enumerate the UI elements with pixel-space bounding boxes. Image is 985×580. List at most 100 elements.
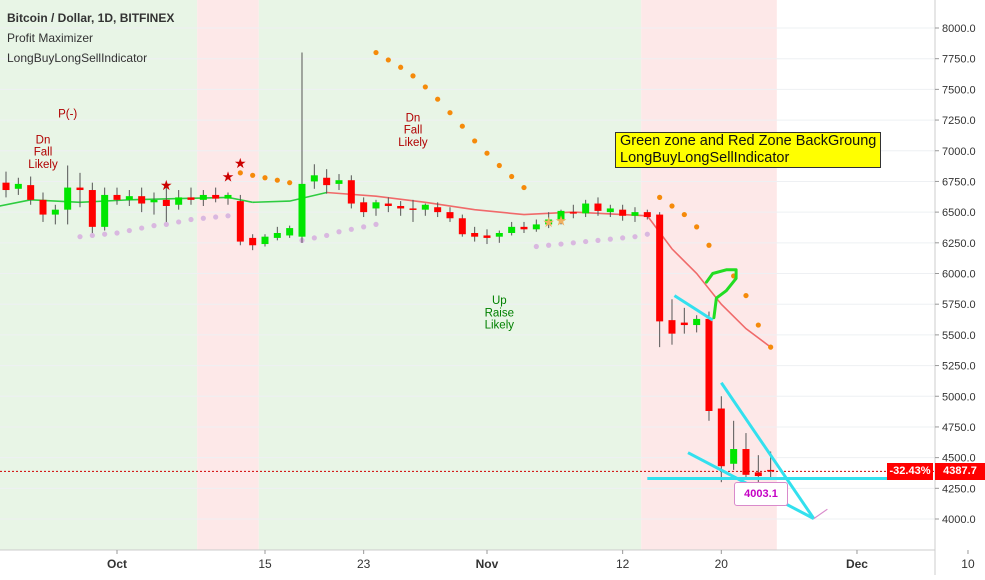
candle (88, 182, 96, 233)
orange-dot (669, 203, 675, 209)
time-axis: Oct 15 23 Nov 12 20 Dec 10 (0, 549, 975, 571)
candle (557, 209, 565, 225)
candle (162, 187, 170, 222)
candle (347, 175, 355, 209)
lilac-dot (102, 231, 108, 237)
star-marker: ★ (160, 177, 173, 193)
candle-body (175, 197, 183, 205)
y-tick-label: 7500.0 (942, 84, 976, 96)
y-tick-label: 8000.0 (942, 23, 976, 35)
candle (224, 192, 232, 205)
candle-body (187, 197, 195, 200)
candle (64, 165, 72, 225)
candle (273, 226, 281, 241)
candle-body (261, 236, 269, 245)
candle (656, 212, 664, 348)
last-price-badge: 4387.7 (935, 463, 985, 480)
candle-body (224, 194, 232, 199)
y-tick-label: 6500.0 (942, 207, 976, 219)
green-zone (0, 0, 198, 550)
candle (125, 190, 133, 206)
orange-dot (509, 173, 515, 180)
candle-body (668, 320, 676, 334)
candle (249, 234, 257, 251)
candle-body (643, 212, 651, 218)
text-annotation[interactable]: Green zone and Red Zone BackGroung LongB… (615, 132, 882, 168)
signal-markers: ★★★★ ★P(-)DnFallLikelyDnFallLikelyUpRaise… (28, 109, 567, 332)
orange-dot (496, 162, 502, 169)
signal-label: Likely (485, 320, 515, 332)
lilac-dot (126, 227, 132, 234)
candle (360, 197, 368, 218)
lilac-dot (225, 213, 231, 219)
lilac-dot (595, 237, 601, 243)
orange-dot (435, 96, 441, 102)
candle-body (742, 449, 750, 475)
candle (76, 172, 84, 208)
candle (742, 433, 750, 480)
lilac-dot (361, 224, 367, 230)
candle (606, 204, 614, 218)
cyan-short-line (673, 294, 714, 322)
y-tick-label: 7250.0 (942, 115, 976, 127)
lilac-dot (213, 214, 219, 220)
green-zone (258, 0, 642, 550)
candle-body (619, 209, 627, 216)
candle (335, 174, 343, 191)
candle-body (39, 199, 47, 215)
candle (51, 204, 59, 225)
candle (101, 187, 109, 231)
candle (545, 212, 553, 229)
candle-body (594, 203, 602, 211)
indicator-profit-maximizer[interactable]: Profit Maximizer (7, 31, 94, 45)
candle (458, 214, 466, 237)
symbol-title[interactable]: Bitcoin / Dollar, 1D, BITFINEX (7, 11, 175, 25)
y-tick-label: 4500.0 (942, 453, 976, 465)
y-tick-label: 4250.0 (942, 483, 976, 495)
star-marker: ★ (542, 214, 555, 230)
price-callout[interactable]: 4003.1 (734, 482, 788, 506)
orange-dot (681, 211, 687, 218)
x-tick-label: 10 (961, 557, 975, 571)
candle (286, 225, 294, 238)
candle (619, 204, 627, 221)
y-tick-label: 4750.0 (942, 422, 976, 434)
candle-body (347, 180, 355, 204)
orange-dot (262, 175, 268, 181)
candle-body (557, 210, 565, 221)
candle (409, 199, 417, 222)
candle (594, 197, 602, 216)
orange-dot (743, 292, 749, 299)
candle (372, 199, 380, 216)
candle-body (150, 199, 158, 203)
lilac-dot (373, 221, 379, 227)
lilac-dot (151, 223, 157, 229)
indicator-longbuylongsell[interactable]: LongBuyLongSellIndicator (7, 51, 148, 65)
lilac-dot (558, 241, 564, 247)
candle (582, 199, 590, 218)
candle-body (730, 449, 738, 464)
candle (384, 197, 392, 213)
signal-label: Dn (36, 134, 51, 146)
x-tick-label: 12 (616, 557, 630, 571)
y-tick-label: 6250.0 (942, 238, 976, 250)
candle (2, 171, 10, 198)
lilac-dot (188, 216, 194, 223)
candle-body (458, 218, 466, 235)
y-tick-label: 7750.0 (942, 54, 976, 66)
y-tick-label: 5000.0 (942, 391, 976, 403)
candle (705, 311, 713, 421)
lilac-dot (311, 235, 317, 241)
candle-body (372, 202, 380, 209)
orange-dot (410, 73, 416, 79)
candle (446, 207, 454, 222)
candle-body (212, 194, 220, 199)
orange-dot (768, 344, 774, 350)
candle (397, 201, 405, 216)
orange-dot (755, 322, 761, 328)
candle (14, 177, 22, 195)
candle-body (693, 318, 701, 326)
candle (730, 420, 738, 470)
